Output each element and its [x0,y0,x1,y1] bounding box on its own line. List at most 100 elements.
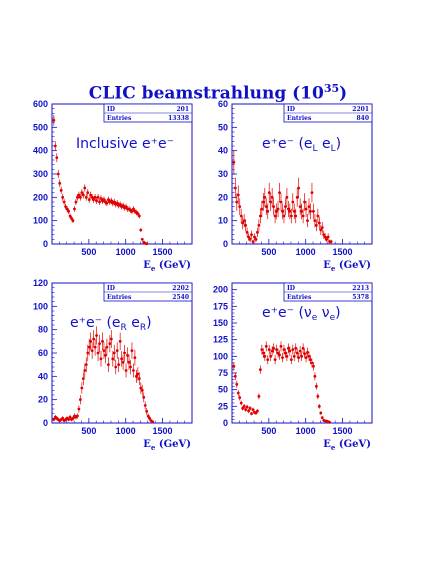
x-axis-label: Ee (GeV) [323,260,371,273]
data-point [260,348,264,352]
data-point [134,374,138,378]
data-point [261,351,265,355]
histogram-panel-4: 0 25 50 75 100 125 150 175 200 500 1000 1500 Ee (GeV… [213,282,373,452]
data-point [118,202,122,206]
data-point [108,342,112,346]
data-point [232,160,236,164]
stats-entries-label: Entries [287,294,312,301]
data-point [95,334,98,337]
y-tick-label: 75 [218,368,228,378]
stats-id-label: ID [287,106,295,113]
data-point [238,205,242,209]
data-point [92,337,96,341]
data-point [278,353,281,357]
y-tick-label: 50 [218,385,228,395]
y-tick-label: 25 [218,401,228,411]
data-point [300,209,304,213]
data-point [81,377,85,381]
data-point [233,186,237,190]
stats-entries-value: 13338 [168,115,189,122]
data-point [276,207,280,211]
x-axis-label: Ee (GeV) [143,260,191,273]
data-point [275,348,278,352]
data-point [244,408,248,412]
data-point [96,351,100,355]
data-point [309,209,312,213]
x-tick-label: 1500 [153,247,173,257]
data-point [269,200,273,204]
data-point [242,219,246,223]
data-point [102,349,106,353]
data-point [300,354,304,358]
data-point [68,214,72,218]
data-point [99,197,103,200]
data-point [270,195,274,199]
data-point [291,200,295,204]
data-point [55,156,59,160]
data-point [317,221,321,225]
stats-id-label: ID [107,106,115,113]
data-point [310,191,314,195]
data-point [136,372,140,376]
panel-label: e⁺e⁻ (νe νe) [262,305,341,323]
data-point [90,195,94,199]
data-point [312,364,315,368]
data-point [256,230,259,234]
data-point [137,214,141,218]
data-point [130,209,134,213]
data-point [239,401,243,405]
data-point [98,342,101,346]
data-point [307,205,311,209]
data-point [114,365,118,369]
data-point [98,200,101,204]
panel-label: e⁺e⁻ (eR eR) [70,315,152,333]
data-point [247,235,250,239]
data-point [267,191,271,195]
data-point [297,356,301,360]
data-point [52,418,56,421]
y-tick-label: 30 [218,169,228,179]
data-point [275,209,278,213]
data-point [80,386,84,390]
data-point [71,219,75,223]
data-point [263,195,267,199]
y-tick-label: 500 [33,122,48,132]
data-point [260,207,264,211]
x-tick-label: 1000 [116,426,136,436]
data-point [273,358,277,362]
data-point [264,344,268,348]
plot-frame [231,282,373,424]
y-tick-label: 200 [213,285,228,295]
data-point [270,349,274,353]
data-point [253,235,256,239]
data-point [92,198,96,202]
data-point [242,404,246,408]
data-point [143,404,147,407]
data-point [307,354,311,358]
data-point [320,416,324,420]
data-point [130,349,134,353]
data-point [77,407,81,411]
data-point [52,118,56,122]
data-point [286,207,290,211]
data-point [239,214,243,218]
data-point [248,237,252,241]
y-tick-label: 40 [218,146,228,156]
data-point [306,350,309,354]
data-point [93,195,97,199]
y-tick-label: 40 [38,371,48,381]
data-point [132,369,135,372]
data-point [235,200,239,204]
data-point [78,195,82,199]
x-tick-label: 1500 [333,426,353,436]
data-point [137,377,141,381]
data-point [148,416,152,420]
data-point [140,388,144,392]
data-point [132,207,135,211]
y-tick-label: 200 [33,192,48,202]
data-point [273,214,277,218]
data-point [115,201,119,205]
data-point [58,181,62,185]
stats-entries-value: 2540 [172,294,189,301]
data-point [329,240,333,244]
